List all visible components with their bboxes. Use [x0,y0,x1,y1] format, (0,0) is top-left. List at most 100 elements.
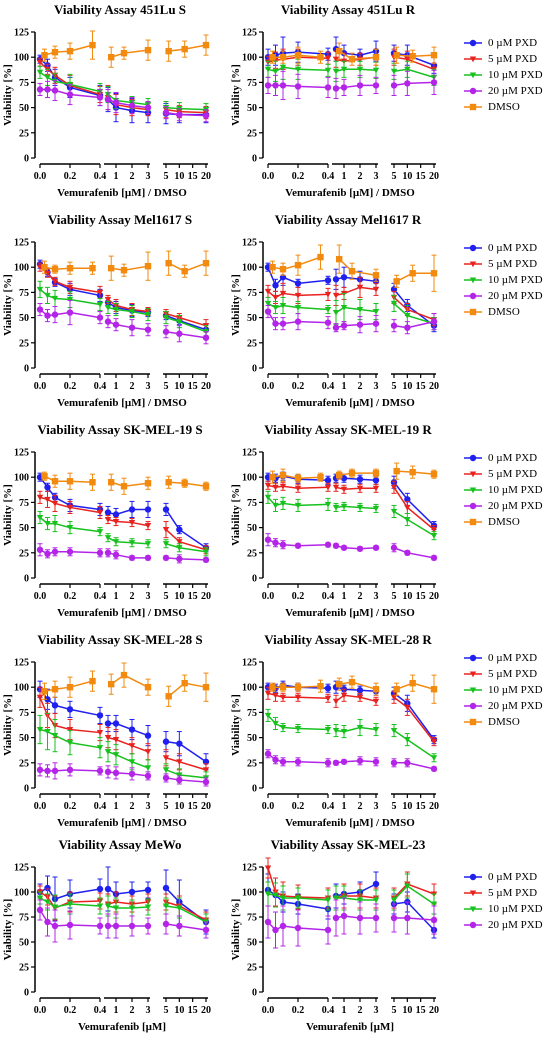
data-point [317,253,324,261]
legend-marker [469,654,477,662]
data-point [279,471,287,479]
y-tick-label: 75 [247,498,257,509]
x-tick-label: 0.4 [94,1005,107,1016]
legend-swatch [464,72,482,79]
series-0-um-pxd [264,471,438,531]
data-point [324,319,332,326]
legend-marker [469,921,477,929]
x-tick-label: 1 [114,591,119,602]
data-point [44,884,51,892]
data-point [324,477,332,484]
data-point [96,314,104,321]
legend-item: 0 µM PXD [462,651,550,665]
series-20-um-pxd [36,899,210,943]
x-axis-label: Vemurafenib [µM] [78,1021,166,1033]
data-point [144,684,152,691]
series-line [393,81,435,87]
x-axis-label: Vemurafenib [µM] / DMSO [285,607,415,619]
data-point [51,767,59,775]
data-point [144,554,152,562]
data-point [372,320,380,327]
legend-swatch [464,518,482,526]
data-point [128,520,136,526]
data-point [162,738,170,745]
data-point [356,306,364,313]
legend-label: 20 µM PXD [488,700,543,712]
legend-swatch [464,921,482,929]
data-point [162,884,170,892]
data-point [96,509,104,516]
data-point [264,308,272,315]
data-point [264,82,272,89]
data-point [104,735,112,741]
data-point [181,480,188,487]
legend-item: 20 µM PXD [462,84,550,98]
y-axis-label: Viability [%] [2,484,14,546]
x-tick-label: 2 [358,591,363,602]
legend-label: 5 µM PXD [488,668,538,680]
data-point [272,926,279,934]
x-tick-label: 1 [342,171,347,182]
series-20-um-pxd [264,69,438,101]
x-tick-label: 10 [402,171,412,182]
legend-marker [469,261,477,268]
legend-swatch [464,87,482,95]
series-line [335,545,377,550]
data-point [128,554,136,562]
y-tick-label: 25 [247,758,257,769]
data-point [162,315,170,321]
data-point [128,102,136,109]
legend-swatch [464,308,482,316]
data-point [324,926,332,934]
series-line [272,685,321,688]
y-tick-label: 50 [19,523,29,534]
data-point [294,261,302,269]
data-point [272,502,279,509]
y-tick-label: 0 [24,574,29,585]
y-tick-label: 75 [247,78,257,89]
series-line [335,486,376,491]
chart-mewo: Viability Assay MeWo0255075100125Viabili… [2,837,211,1033]
series-line [335,286,377,297]
x-tick-label: 0.0 [34,1005,47,1016]
x-tick-label: 10 [402,591,412,602]
data-point [144,46,152,54]
data-point [96,712,104,719]
chart-title: Viability Assay Mel1617 R [275,212,422,227]
data-point [120,671,128,679]
series-dmso [269,244,438,292]
x-tick-label: 3 [374,171,379,182]
series-dmso [269,674,438,704]
data-point [162,767,170,774]
data-point [336,255,343,263]
data-point [66,726,74,733]
y-tick-label: 100 [14,683,29,694]
y-tick-label: 25 [247,548,257,559]
series-line [44,44,93,56]
x-tick-label: 15 [188,1005,198,1016]
data-point [108,54,115,61]
series-line [335,322,377,329]
data-point [96,730,104,736]
legend-label: DMSO [488,716,520,728]
series-20-um-pxd [36,79,210,123]
x-tick-label: 3 [146,381,151,392]
data-point [356,66,364,73]
data-point [332,292,340,299]
legend-swatch [464,873,482,881]
legend-swatch [464,292,482,300]
series-line [393,510,435,537]
data-point [279,82,287,89]
legend-marker [469,702,477,710]
chart-skmel23: Viability Assay SK-MEL-230255075100125Vi… [230,837,439,1033]
y-tick-label: 0 [24,364,29,375]
series-line [165,314,207,331]
data-point [317,54,324,61]
x-tick-label: 0.0 [262,171,275,182]
data-point [269,54,276,61]
data-point [272,692,279,699]
data-point [279,500,287,507]
legend-row-5: 0 µM PXD 5 µM PXD 10 µM PXD 20 µM PXD [462,870,550,934]
chart-skmel19-r: Viability Assay SK-MEL-19 R0255075100125… [230,422,439,619]
x-tick-label: 0.0 [262,801,275,812]
